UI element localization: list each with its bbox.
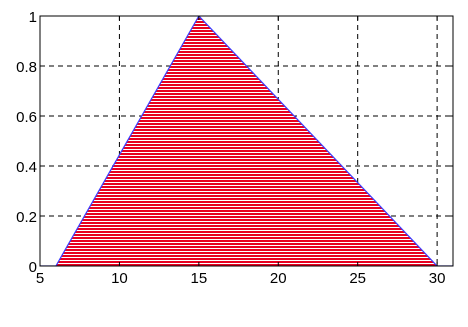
y-tick-label: 0.4 xyxy=(16,159,37,176)
y-tick-label: 0.2 xyxy=(16,209,37,226)
ticks xyxy=(39,15,453,267)
y-tick-label: 0.6 xyxy=(16,109,37,126)
x-tick-label: 15 xyxy=(191,270,208,287)
y-tick-label: 1 xyxy=(29,9,37,26)
series-group xyxy=(40,16,453,266)
x-tick-label: 30 xyxy=(429,270,446,287)
x-tick-label: 25 xyxy=(349,270,366,287)
x-tick-label: 5 xyxy=(36,270,44,287)
x-tick-labels: 5 10 15 20 25 30 xyxy=(36,270,446,287)
y-tick-label: 0 xyxy=(29,259,37,276)
x-tick-label: 20 xyxy=(270,270,287,287)
triangle-area xyxy=(40,16,453,266)
axes-box xyxy=(39,15,454,267)
y-tick-labels: 0 0.2 0.4 0.6 0.8 1 xyxy=(16,9,37,276)
y-tick-label: 0.8 xyxy=(16,59,37,76)
x-tick-label: 10 xyxy=(111,270,128,287)
